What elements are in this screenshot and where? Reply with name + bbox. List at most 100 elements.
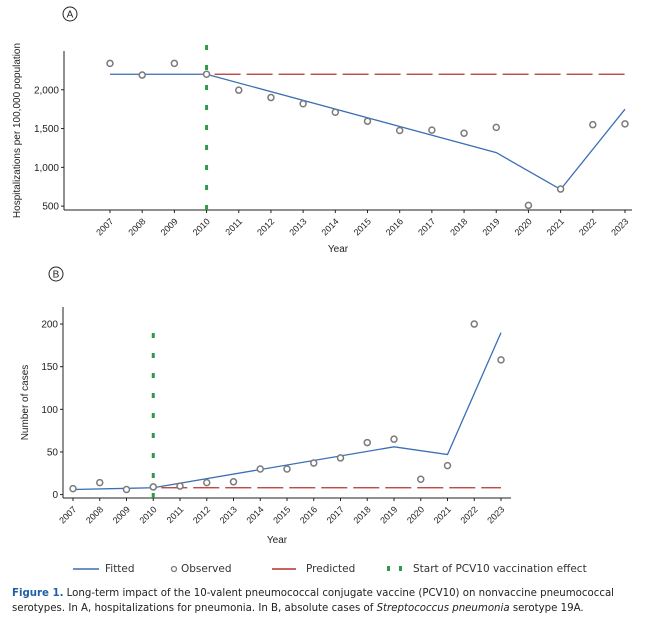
observed-point: [470, 320, 478, 328]
y-tick-label: 50: [47, 447, 59, 458]
x-tick-label: 2007: [94, 216, 115, 237]
x-tick-label: 2013: [218, 504, 239, 525]
observed-point: [336, 454, 345, 462]
observed-point: [395, 126, 404, 135]
legend-observed: Observed: [170, 563, 232, 575]
observed-point: [621, 120, 629, 128]
x-tick-label: 2021: [545, 216, 566, 237]
observed-point: [310, 459, 318, 467]
y-axis-title: Hospitalizations per 100,000 population: [12, 43, 23, 218]
legend-vline: Start of PCV10 vaccination effect: [385, 563, 587, 575]
vaccination-start-marker: [151, 393, 155, 398]
observed-point: [589, 120, 597, 129]
x-tick-label: 2013: [287, 216, 308, 237]
vaccination-start-marker: [205, 85, 209, 90]
x-tick-label: 2016: [384, 216, 405, 237]
y-tick-label: 100: [41, 405, 58, 416]
x-tick-label: 2014: [319, 216, 340, 237]
observed-point: [202, 70, 211, 79]
vaccination-start-marker: [151, 473, 155, 478]
vaccination-start-marker: [151, 353, 155, 358]
y-tick-label: 2,000: [34, 85, 59, 96]
panel-label-circle: [62, 6, 78, 22]
y-tick-label: 200: [41, 320, 58, 331]
y-tick-label: 500: [42, 202, 59, 213]
x-tick-label: 2007: [57, 504, 78, 525]
observed-point: [283, 465, 291, 473]
vaccination-start-marker: [151, 333, 155, 338]
x-tick-label: 2008: [126, 216, 147, 237]
x-tick-label: 2012: [255, 216, 276, 237]
x-tick-label: 2017: [325, 504, 346, 525]
x-tick-label: 2012: [191, 504, 212, 525]
caption-italic: Streptococcus pneumonia: [376, 603, 510, 614]
observed-point: [417, 475, 425, 483]
predicted-line-swatch: [272, 568, 296, 570]
observed-point: [331, 108, 340, 117]
figure-caption: Figure 1. Long-term impact of the 10-val…: [12, 586, 647, 616]
observed-point: [96, 478, 104, 487]
observed-point: [363, 438, 371, 447]
x-axis-title: Year: [328, 244, 349, 255]
x-tick-label: 2020: [513, 216, 534, 237]
observed-point: [443, 461, 452, 470]
x-tick-label: 2008: [84, 504, 105, 525]
vaccination-start-marker: [151, 373, 155, 378]
vaccination-start-marker: [205, 145, 209, 150]
x-tick-label: 2023: [485, 504, 506, 525]
x-tick-label: 2019: [480, 216, 501, 237]
vaccination-start-marker: [205, 65, 209, 70]
y-tick-label: 1,000: [34, 163, 59, 174]
observed-point: [256, 465, 264, 473]
x-tick-label: 2021: [432, 504, 453, 525]
x-tick-label: 2016: [298, 504, 319, 525]
x-tick-label: 2010: [137, 504, 158, 525]
x-axis-title: Year: [267, 535, 288, 546]
x-tick-label: 2009: [159, 216, 180, 237]
x-tick-label: 2018: [448, 216, 469, 237]
legend-observed-label: Observed: [181, 563, 232, 575]
observed-point: [556, 185, 565, 193]
observed-point: [203, 478, 211, 487]
vaccination-start-marker: [151, 433, 155, 438]
observed-point: [170, 59, 179, 68]
y-tick-label: 0: [52, 490, 58, 501]
panel-label-circle: [48, 266, 64, 282]
panel-a: A 500 1,000 1,500 2,000 2007 2008 2009 2010 2011 2…: [12, 6, 632, 255]
x-tick-label: 2011: [165, 504, 186, 525]
observed-point: [460, 129, 468, 137]
y-tick-label: 150: [41, 362, 58, 373]
x-tick-label: 2014: [244, 504, 265, 525]
x-tick-label: 2017: [416, 216, 437, 237]
vaccination-start-marker: [205, 125, 209, 130]
caption-text: Long-term impact of the 10-valent pneumo…: [12, 588, 615, 614]
observed-point: [69, 484, 77, 493]
x-tick-label: 2023: [609, 216, 630, 237]
observed-point: [524, 201, 533, 210]
x-tick-label: 2022: [577, 216, 598, 237]
caption-label: Figure 1.: [12, 588, 64, 599]
fitted-line: [110, 73, 626, 191]
vaccination-start-marker: [151, 453, 155, 458]
vaccination-start-marker: [205, 185, 209, 190]
legend-fitted-label: Fitted: [105, 563, 135, 575]
observed-point: [363, 117, 372, 125]
observed-point: [492, 123, 500, 132]
x-tick-label: 2009: [111, 504, 132, 525]
x-tick-label: 2010: [191, 216, 212, 237]
vaccination-start-marker: [151, 493, 155, 498]
fitted-line-swatch: [73, 568, 99, 570]
x-tick-label: 2018: [351, 504, 372, 525]
observed-point: [106, 59, 114, 68]
observed-circle-swatch: [170, 565, 178, 573]
y-axis-title: Number of cases: [20, 365, 31, 441]
observed-point: [497, 356, 505, 364]
observed-point: [428, 126, 436, 134]
observed-point: [229, 478, 238, 486]
panel-label: B: [53, 270, 60, 281]
legend-predicted-label: Predicted: [306, 563, 356, 575]
observed-point: [176, 482, 184, 490]
vline-swatch: [387, 566, 402, 571]
